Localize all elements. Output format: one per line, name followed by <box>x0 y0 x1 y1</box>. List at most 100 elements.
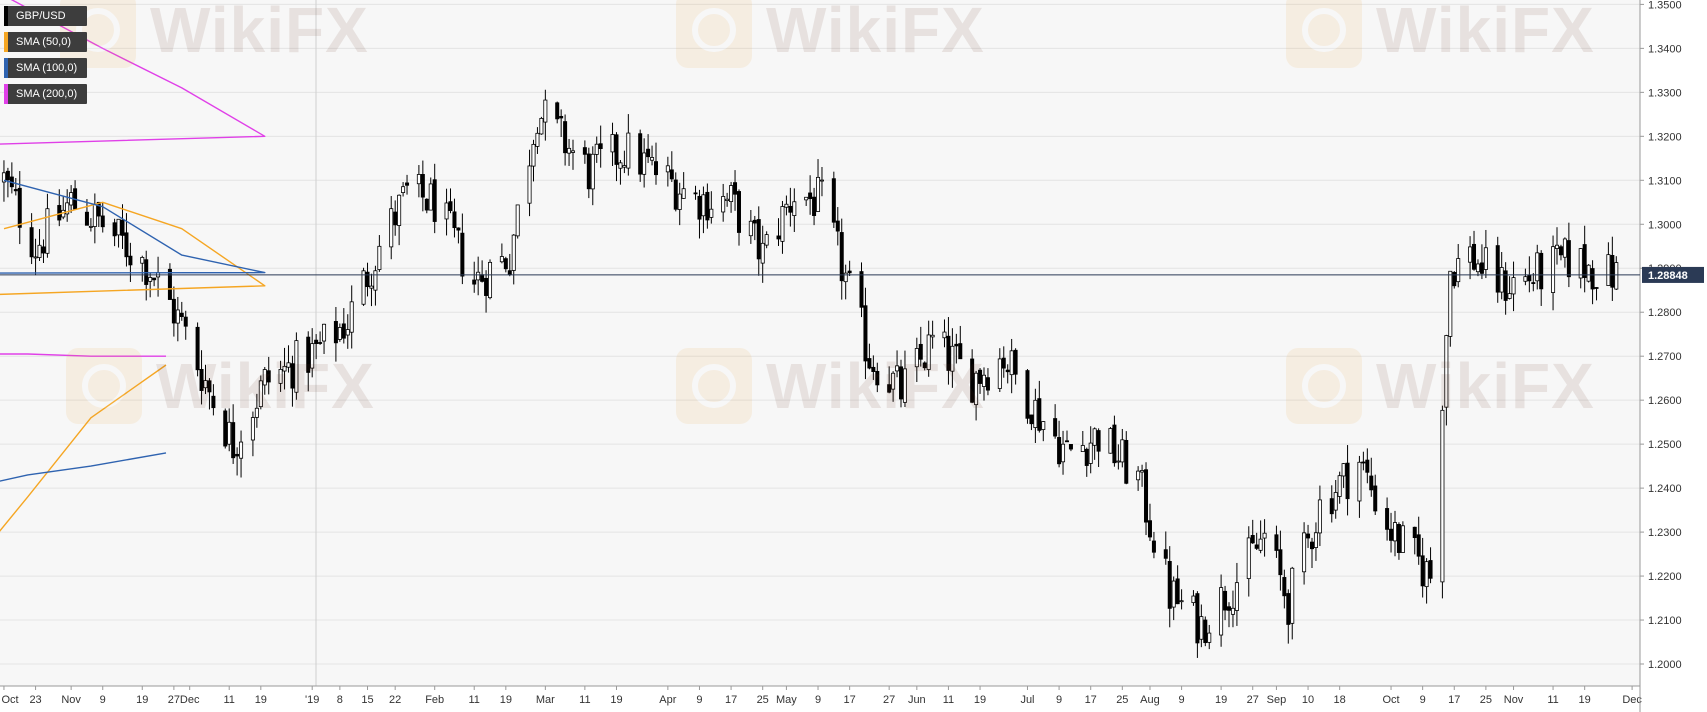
candle-body <box>816 176 821 212</box>
candle-body <box>1357 461 1362 502</box>
x-tick-label: Sep <box>1267 694 1287 706</box>
candle-body <box>33 256 38 259</box>
candle-body <box>784 203 789 208</box>
candle-body <box>112 222 117 237</box>
candle-body <box>942 331 947 339</box>
x-tick-label: Apr <box>659 694 676 706</box>
y-tick-label: 1.2700 <box>1648 351 1682 363</box>
candle-body <box>1511 277 1516 295</box>
candle-body <box>17 187 22 228</box>
candle-body <box>1013 349 1018 375</box>
legend-item-sma200[interactable]: SMA (200,0) <box>4 84 88 104</box>
candle-body <box>729 185 734 203</box>
candle-body <box>1475 263 1480 273</box>
candle-body <box>610 134 615 153</box>
candle-body <box>1424 561 1429 588</box>
candle-body <box>1223 590 1228 611</box>
candle-body <box>859 271 864 308</box>
candle-body <box>697 195 702 220</box>
x-tick-label: 22 <box>389 694 401 706</box>
x-tick-label: Jul <box>1020 694 1034 706</box>
x-tick-label: Dec <box>180 694 200 706</box>
x-tick-label: 9 <box>1420 694 1426 706</box>
candle-body <box>1562 238 1567 258</box>
x-tick-label: 25 <box>1116 694 1128 706</box>
candle-body <box>1610 255 1615 288</box>
x-tick-label: 11 <box>469 694 480 706</box>
candle-body <box>808 192 813 200</box>
x-tick-label: 15 <box>361 694 373 706</box>
legend-swatch <box>4 58 8 78</box>
candle-body <box>448 201 453 211</box>
candle-body <box>1057 437 1062 465</box>
candle-body <box>96 201 101 217</box>
candle-body <box>1313 532 1318 548</box>
candle-body <box>752 219 757 224</box>
legend-item-sma100[interactable]: SMA (100,0) <box>4 58 88 78</box>
candle-body <box>875 370 880 386</box>
candle-body <box>1582 244 1587 278</box>
candle-body <box>278 368 283 384</box>
candle-body <box>65 202 70 215</box>
candle-body <box>867 358 872 369</box>
candle-body <box>946 335 951 371</box>
candle-body <box>1590 268 1595 290</box>
candle-body <box>152 277 157 281</box>
candle-body <box>349 301 354 333</box>
candle-body <box>1246 537 1251 580</box>
candle-body <box>1345 462 1350 500</box>
candle-body <box>1400 525 1405 553</box>
y-tick-label: 1.2000 <box>1648 659 1682 671</box>
candle-body <box>254 407 259 418</box>
candle-body <box>1468 246 1473 263</box>
candle-body <box>499 256 504 263</box>
candle-body <box>914 348 919 368</box>
candle-body <box>831 178 836 223</box>
candle-body <box>1369 475 1374 491</box>
candle-body <box>1001 357 1006 369</box>
legend-label: GBP/USD <box>16 10 66 22</box>
candle-body <box>760 242 765 264</box>
x-tick-label: Mar <box>536 694 555 706</box>
candle-body <box>1373 485 1378 512</box>
candle-body <box>1068 444 1073 450</box>
candle-body <box>428 183 433 211</box>
candle-body <box>654 161 659 176</box>
x-tick-label: '19 <box>305 694 319 706</box>
candle-body <box>681 188 686 199</box>
candle-body <box>1558 246 1563 256</box>
candle-body <box>1456 258 1461 283</box>
candle-body <box>420 174 425 198</box>
candle-body <box>997 358 1002 389</box>
candle-body <box>733 182 738 195</box>
y-tick-label: 1.2100 <box>1648 615 1682 627</box>
candle-body <box>377 245 382 270</box>
candle-body <box>1503 270 1508 301</box>
x-tick-label: 19 <box>500 694 512 706</box>
candle-body <box>1499 267 1504 293</box>
candle-body <box>1274 534 1279 551</box>
candle-body <box>207 380 212 393</box>
candle-body <box>1009 350 1014 376</box>
legend-item-gbpusd[interactable]: GBP/USD <box>4 6 88 26</box>
candle-body <box>756 219 761 260</box>
legend-item-sma50[interactable]: SMA (50,0) <box>4 32 88 52</box>
candle-body <box>531 143 536 167</box>
candle-body <box>1234 582 1239 611</box>
candle-body <box>1420 555 1425 587</box>
candle-body <box>480 274 485 282</box>
candle-body <box>128 255 133 266</box>
candle-body <box>918 343 923 360</box>
y-tick-label: 1.2600 <box>1648 395 1682 407</box>
candle-body <box>13 189 18 192</box>
candle-body <box>843 272 848 283</box>
candle-body <box>1412 526 1417 539</box>
y-tick-label: 1.3200 <box>1648 131 1682 143</box>
candle-body <box>705 191 710 221</box>
candle-body <box>974 372 979 406</box>
candle-body <box>167 268 172 300</box>
legend-label: SMA (50,0) <box>16 36 72 48</box>
x-tick-label: 23 <box>29 694 41 706</box>
